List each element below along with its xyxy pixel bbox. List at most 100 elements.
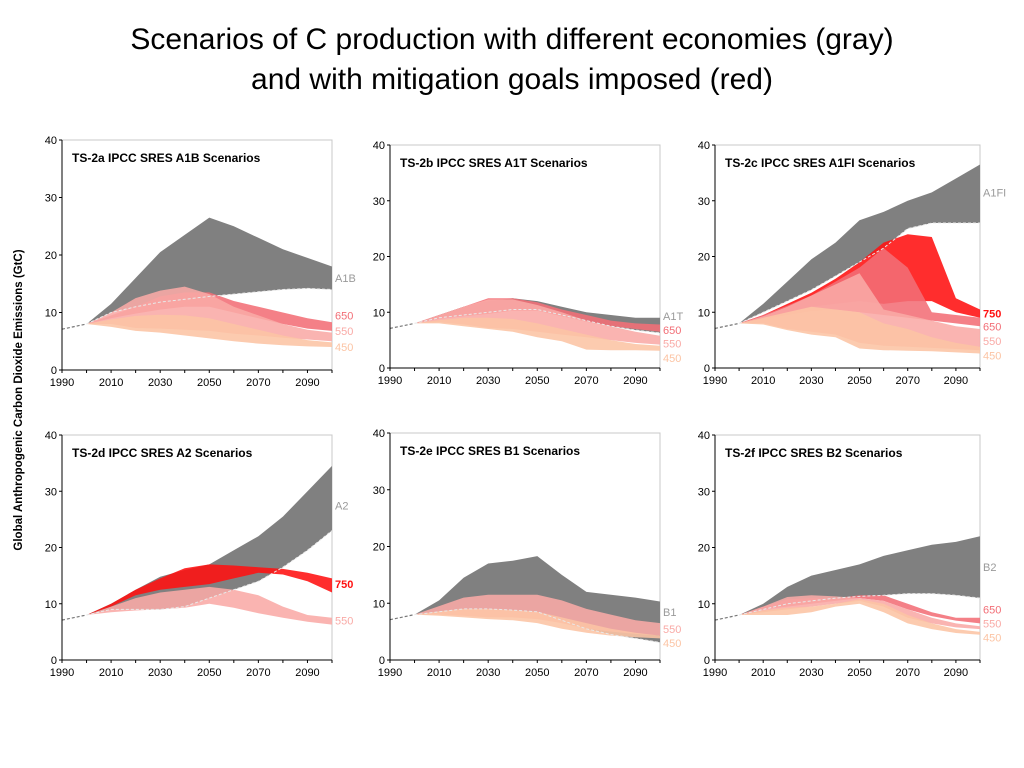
band-450 bbox=[739, 599, 980, 635]
x-tick-label: 2010 bbox=[751, 667, 775, 679]
y-tick-label: 10 bbox=[373, 598, 385, 610]
x-tick-label: 2030 bbox=[476, 375, 500, 387]
y-tick-label: 20 bbox=[698, 543, 710, 555]
x-tick-label: 2090 bbox=[944, 375, 968, 387]
series-label-750: 750 bbox=[983, 308, 1001, 320]
series-label-450: 450 bbox=[663, 353, 681, 365]
series-label-a1b: A1B bbox=[335, 273, 356, 285]
x-tick-label: 1990 bbox=[703, 375, 727, 387]
x-tick-label: 2070 bbox=[574, 667, 598, 679]
y-tick-label: 10 bbox=[45, 599, 57, 611]
band-550 bbox=[739, 595, 980, 630]
x-tick-label: 1990 bbox=[50, 377, 74, 389]
slide-title-line-2: and with mitigation goals imposed (red) bbox=[251, 63, 773, 96]
y-tick-label: 40 bbox=[698, 140, 710, 152]
y-tick-label: 30 bbox=[698, 196, 710, 208]
panel-title: TS-2e IPCC SRES B1 Scenarios bbox=[400, 444, 580, 458]
x-tick-label: 2090 bbox=[623, 375, 647, 387]
x-tick-label: 2090 bbox=[944, 667, 968, 679]
y-tick-label: 30 bbox=[373, 196, 385, 208]
x-tick-label: 2070 bbox=[574, 375, 598, 387]
series-label-550: 550 bbox=[983, 618, 1001, 630]
y-tick-label: 40 bbox=[373, 428, 385, 440]
x-tick-label: 2050 bbox=[197, 377, 221, 389]
baseline-lower-line bbox=[414, 608, 661, 643]
historical-line bbox=[389, 322, 415, 329]
panel-title: TS-2c IPCC SRES A1FI Scenarios bbox=[725, 156, 916, 170]
series-label-650: 650 bbox=[335, 310, 353, 322]
x-tick-label: 1990 bbox=[703, 667, 727, 679]
historical-line bbox=[714, 322, 740, 329]
y-tick-label: 0 bbox=[51, 655, 57, 667]
y-tick-label: 10 bbox=[698, 599, 710, 611]
series-label-b1: B1 bbox=[663, 607, 676, 619]
baseline-lower-line bbox=[414, 309, 661, 334]
baseline-lower-line bbox=[86, 287, 333, 325]
series-label-450: 450 bbox=[983, 351, 1001, 363]
y-tick-label: 30 bbox=[45, 193, 57, 205]
x-tick-label: 2090 bbox=[623, 667, 647, 679]
band-450 bbox=[86, 314, 332, 347]
series-label-750: 750 bbox=[335, 579, 353, 591]
x-tick-label: 2050 bbox=[847, 667, 871, 679]
x-tick-label: 2030 bbox=[148, 377, 172, 389]
historical-line bbox=[61, 614, 87, 621]
band-a2 bbox=[86, 465, 332, 615]
slide-title: Scenarios of C production with different… bbox=[0, 20, 1024, 100]
series-label-550: 550 bbox=[663, 338, 681, 350]
panel-title: TS-2a IPCC SRES A1B Scenarios bbox=[72, 151, 261, 165]
band-550 bbox=[86, 586, 332, 625]
series-label-a1fi: A1FI bbox=[983, 187, 1006, 199]
y-tick-label: 20 bbox=[698, 252, 710, 264]
band-450 bbox=[414, 608, 660, 639]
band-b2 bbox=[739, 536, 980, 615]
x-tick-label: 2030 bbox=[476, 667, 500, 679]
baseline-lower-line bbox=[738, 222, 980, 324]
series-label-450: 450 bbox=[335, 342, 353, 354]
y-tick-label: 40 bbox=[45, 135, 57, 147]
y-tick-label: 0 bbox=[379, 655, 385, 667]
historical-line bbox=[389, 614, 415, 621]
x-tick-label: 2010 bbox=[427, 667, 451, 679]
baseline-lower-line bbox=[86, 530, 333, 616]
series-label-450: 450 bbox=[663, 638, 681, 650]
series-label-550: 550 bbox=[335, 326, 353, 338]
series-label-550: 550 bbox=[663, 624, 681, 636]
panel-title: TS-2d IPCC SRES A2 Scenarios bbox=[72, 446, 253, 460]
historical-line bbox=[714, 614, 740, 621]
x-tick-label: 2010 bbox=[427, 375, 451, 387]
band-550 bbox=[739, 273, 980, 351]
y-tick-label: 40 bbox=[45, 430, 57, 442]
x-tick-label: 2030 bbox=[148, 667, 172, 679]
x-tick-label: 2010 bbox=[751, 375, 775, 387]
panel-title: TS-2b IPCC SRES A1T Scenarios bbox=[400, 156, 588, 170]
y-axis-label: Global Anthropogenic Carbon Dioxide Emis… bbox=[13, 249, 25, 550]
band-550 bbox=[414, 299, 660, 345]
y-tick-label: 20 bbox=[45, 543, 57, 555]
y-tick-label: 0 bbox=[379, 363, 385, 375]
x-tick-label: 1990 bbox=[50, 667, 74, 679]
baseline-lower-line bbox=[738, 593, 981, 616]
band-750 bbox=[86, 564, 332, 615]
x-tick-label: 2070 bbox=[246, 377, 270, 389]
x-tick-label: 2090 bbox=[295, 377, 319, 389]
y-axis-label-text: Global Anthropogenic Carbon Dioxide Emis… bbox=[13, 249, 25, 550]
x-tick-label: 2050 bbox=[525, 667, 549, 679]
slide-title-line-1: Scenarios of C production with different… bbox=[130, 23, 894, 56]
y-tick-label: 20 bbox=[373, 252, 385, 264]
series-label-b2: B2 bbox=[983, 562, 996, 574]
x-tick-label: 2050 bbox=[525, 375, 549, 387]
x-tick-label: 2030 bbox=[799, 667, 823, 679]
series-label-a1t: A1T bbox=[663, 311, 683, 323]
x-tick-label: 2070 bbox=[895, 667, 919, 679]
x-tick-label: 2070 bbox=[246, 667, 270, 679]
y-tick-label: 20 bbox=[45, 250, 57, 262]
series-label-650: 650 bbox=[663, 325, 681, 337]
y-tick-label: 0 bbox=[51, 365, 57, 377]
y-tick-label: 40 bbox=[698, 430, 710, 442]
